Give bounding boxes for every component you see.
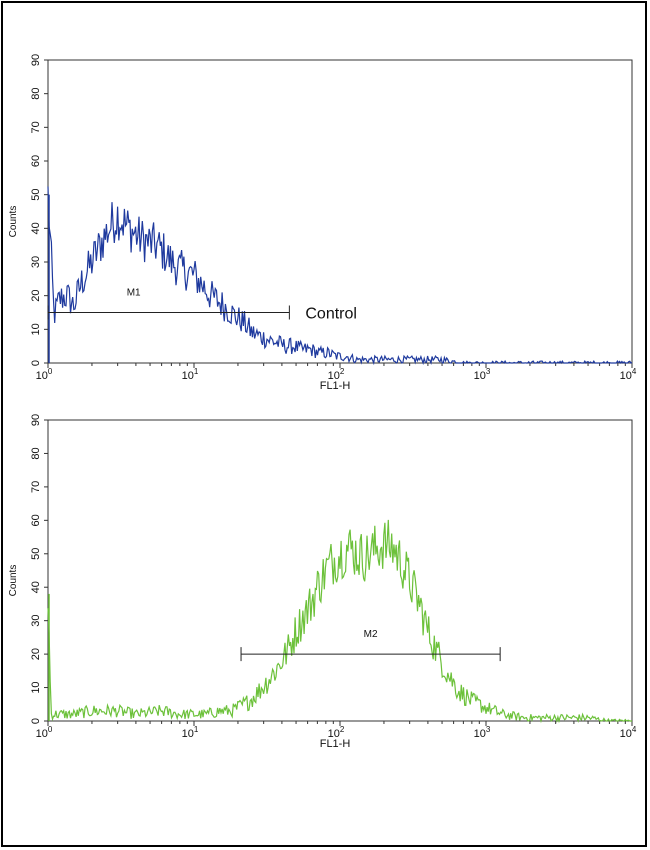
y-tick-label: 0: [30, 360, 42, 366]
x-tick-label: 103: [474, 367, 491, 382]
histogram-panel-2: 0 10 20 30 40 50 60 70 80 90 100 101 102 103 104 FL1-H C…: [8, 414, 637, 750]
x-tick-label: 103: [474, 725, 491, 740]
y-tick-label: 60: [30, 514, 42, 526]
marker-label: M2: [364, 629, 378, 640]
histogram-trace: [47, 186, 633, 366]
y-tick-label: 80: [30, 88, 42, 100]
y-tick-label: 30: [30, 256, 42, 268]
y-tick-label: 70: [30, 121, 42, 133]
y-axis-label: Counts: [8, 565, 19, 597]
y-tick-label: 50: [30, 189, 42, 201]
y-tick-label: 50: [30, 548, 42, 560]
y-tick-label: 0: [30, 718, 42, 724]
marker-label: M1: [127, 288, 141, 299]
y-axis-label: Counts: [8, 206, 19, 238]
x-tick-label: 100: [36, 367, 53, 382]
x-axis-label: FL1-H: [320, 380, 351, 392]
x-tick-label: 104: [620, 725, 637, 740]
y-tick-label: 10: [30, 681, 42, 693]
y-tick-label: 90: [30, 54, 42, 66]
x-tick-label: 100: [36, 725, 53, 740]
y-tick-label: 90: [30, 414, 42, 426]
y-tick-label: 20: [30, 290, 42, 302]
y-tick-label: 40: [30, 222, 42, 234]
control-annotation: Control: [305, 306, 357, 323]
x-tick-label: 102: [328, 367, 345, 382]
histogram-panel-1: 0 10 20 30 40 50 60 70 80 90 100 101 102 103 104 FL1-H C…: [8, 54, 637, 392]
x-tick-label: 102: [328, 725, 345, 740]
y-tick-label: 20: [30, 648, 42, 660]
histogram-trace: [47, 519, 632, 724]
x-tick-label: 101: [182, 367, 199, 382]
y-tick-label: 60: [30, 155, 42, 167]
y-tick-label: 80: [30, 447, 42, 459]
y-tick-label: 70: [30, 481, 42, 493]
x-tick-label: 104: [620, 367, 637, 382]
x-tick-label: 101: [182, 725, 199, 740]
y-tick-label: 30: [30, 615, 42, 627]
y-tick-label: 10: [30, 323, 42, 335]
plot-area-border: [47, 419, 633, 722]
x-axis-label: FL1-H: [320, 738, 351, 750]
y-tick-label: 40: [30, 581, 42, 593]
